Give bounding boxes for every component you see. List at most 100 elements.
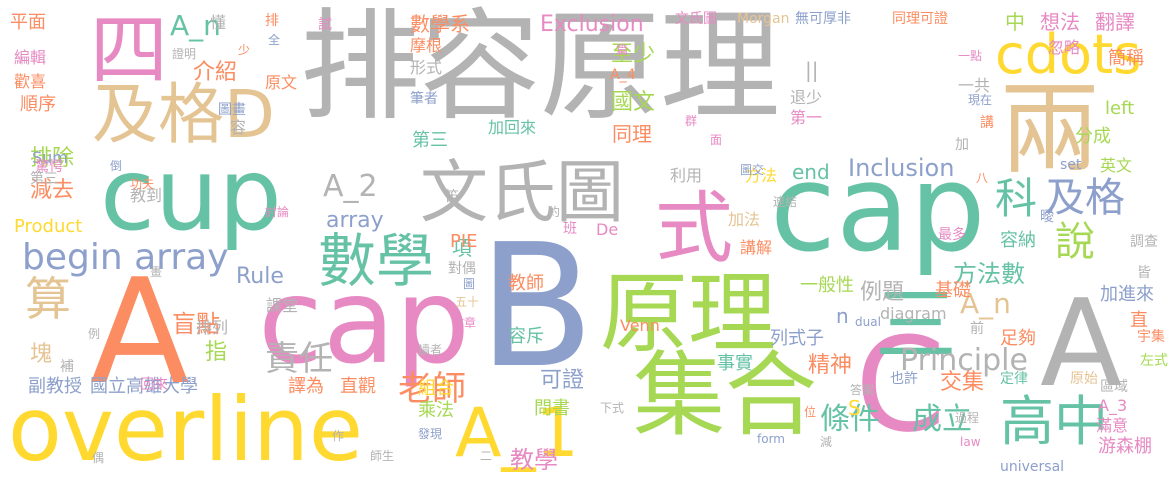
cloud-word: A: [1040, 275, 1123, 414]
cloud-word: 過程: [955, 411, 980, 425]
cloud-word: 討論: [265, 205, 290, 219]
cloud-word: 方法數: [953, 260, 1025, 288]
cloud-word: 答案: [850, 383, 875, 397]
cloud-word: 減去: [30, 178, 75, 203]
cloud-word: 游森棚: [1098, 436, 1152, 457]
cloud-word: 形式: [410, 58, 443, 77]
cloud-word: 前: [970, 321, 984, 337]
cloud-word: 區域: [1100, 379, 1128, 395]
cloud-word: 圖畫: [218, 102, 246, 118]
cloud-word: Rule: [236, 264, 284, 289]
cloud-word: 責任: [265, 339, 333, 379]
cloud-word: 第三: [30, 171, 58, 187]
cloud-word: 同理: [612, 122, 652, 146]
cloud-word: array: [326, 208, 384, 233]
cloud-word: A_n: [170, 9, 221, 42]
cloud-word: 數學: [318, 227, 435, 295]
cloud-word: law: [960, 435, 981, 449]
cloud-word: 成立: [912, 402, 972, 437]
cloud-word: 翻譯: [1095, 10, 1135, 34]
cloud-word: n: [836, 304, 849, 328]
cloud-word: Product: [14, 216, 83, 237]
cloud-word: 原始: [1070, 371, 1098, 387]
cloud-word: 教學: [510, 446, 558, 474]
cloud-word: 國立高雄大學: [90, 376, 198, 397]
cloud-word: 宇集: [1137, 329, 1165, 345]
cloud-word: 教師: [508, 273, 544, 294]
cloud-word: 圖: [463, 277, 476, 291]
cloud-word: 篇: [616, 43, 629, 57]
cloud-word: 定律: [1000, 371, 1028, 387]
cloud-word: 回來: [140, 377, 168, 393]
cloud-word: 曖: [1040, 209, 1054, 225]
cloud-word: 排列: [196, 318, 229, 337]
cloud-word: 全: [268, 33, 281, 47]
cloud-word: cdots: [995, 23, 1142, 86]
cloud-word: diagram: [880, 304, 947, 323]
cloud-word: 證明: [172, 47, 197, 61]
cloud-word: 盲點: [172, 310, 220, 338]
cloud-word: 算: [25, 272, 71, 326]
cloud-word: overline: [8, 378, 364, 481]
cloud-word: ||: [805, 58, 819, 82]
cloud-word: universal: [1000, 459, 1065, 475]
cloud-word: 指: [205, 340, 228, 365]
cloud-word: A_4: [610, 67, 636, 83]
cloud-word: 組合: [418, 378, 454, 399]
cloud-word: 說: [1055, 219, 1095, 265]
cloud-word: 分成: [1075, 126, 1111, 147]
cloud-word: 容納: [1000, 230, 1036, 251]
cloud-word: 班: [563, 221, 577, 237]
cloud-word: 面: [710, 133, 723, 147]
cloud-word: 同理可證: [892, 11, 948, 27]
cloud-word: Venn: [620, 316, 660, 335]
cloud-word: 中: [1005, 10, 1025, 34]
cloud-word: 皆: [1137, 265, 1151, 281]
cloud-word: 簡稱: [1108, 48, 1144, 69]
cloud-word: 三: [875, 278, 958, 373]
cloud-word: dual: [855, 315, 881, 329]
cloud-word: 集合: [633, 342, 818, 449]
cloud-word: 容: [230, 118, 247, 137]
cloud-word: 乘法: [418, 400, 454, 421]
cloud-word: 及格: [1045, 175, 1125, 221]
cloud-word: A_n: [960, 287, 1011, 320]
cloud-word: 約: [548, 205, 561, 219]
cloud-word: 二: [480, 449, 493, 463]
cloud-word: 講解: [740, 238, 773, 257]
cloud-word: 想法: [1040, 10, 1080, 34]
cloud-word: 五十: [455, 295, 480, 309]
cloud-word: 編輯: [14, 48, 47, 67]
cloud-word: 偶: [92, 451, 105, 465]
cloud-word: 圖交: [740, 163, 765, 177]
cloud-word: Morgan: [737, 11, 790, 27]
cloud-word: 交集: [940, 370, 985, 395]
cloud-word: 笛: [445, 189, 459, 205]
cloud-word: 下式: [600, 401, 625, 415]
cloud-word: S: [848, 396, 861, 420]
cloud-word: set: [1060, 157, 1082, 173]
cloud-word: 功夫: [130, 177, 155, 191]
cloud-word: cup: [100, 136, 282, 253]
cloud-word: 試: [318, 17, 332, 33]
cloud-word: 無可厚非: [795, 11, 851, 27]
cloud-word: C: [855, 309, 946, 461]
cloud-word: 補: [60, 359, 74, 375]
cloud-word: 科: [995, 174, 1038, 223]
cloud-word: Exclusion: [540, 12, 644, 37]
cloud-word: 國文: [611, 90, 656, 115]
cloud-word: 塊: [30, 342, 53, 367]
cloud-word: 排容原理: [300, 0, 780, 137]
cloud-word: 條件: [820, 402, 880, 437]
cloud-word: B: [478, 208, 595, 406]
cloud-word: 英文: [1100, 156, 1133, 175]
cloud-word: 一般性: [800, 275, 854, 296]
cloud-word: 摩根: [410, 36, 443, 55]
cloud-word: 調查: [1130, 234, 1158, 250]
cloud-word: 介紹: [193, 60, 238, 85]
cloud-word: 至少: [611, 42, 656, 67]
cloud-word: 滿意: [1096, 416, 1129, 435]
cloud-word: 兩: [1000, 71, 1100, 188]
cloud-word: 方法: [745, 166, 778, 185]
